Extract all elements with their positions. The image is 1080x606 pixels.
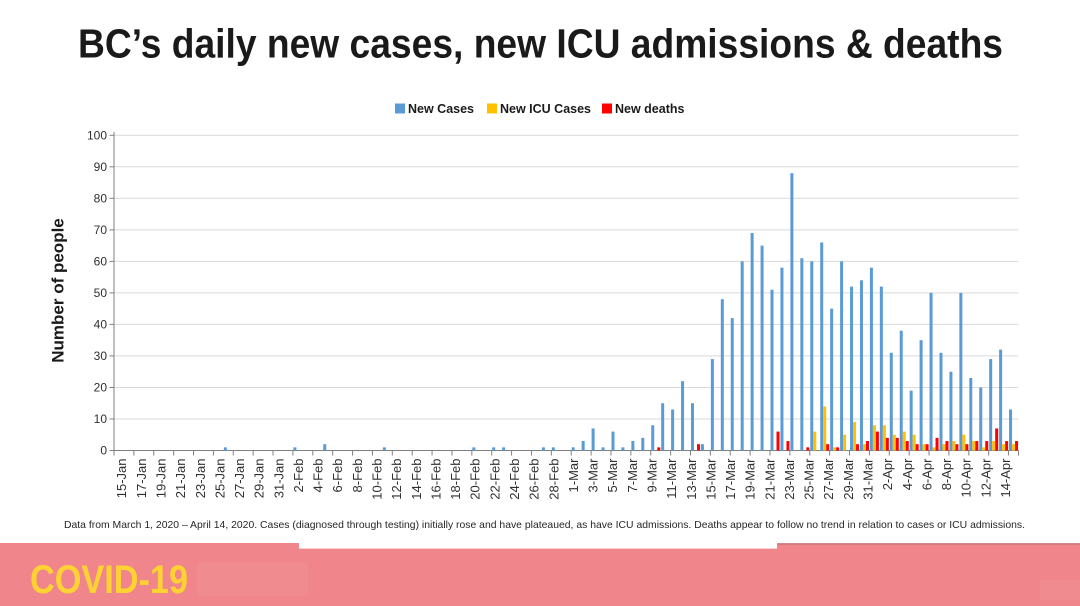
svg-text:8-Apr: 8-Apr — [939, 458, 954, 490]
svg-text:10-Feb: 10-Feb — [370, 459, 385, 500]
svg-text:6-Feb: 6-Feb — [330, 459, 345, 493]
svg-text:60: 60 — [94, 255, 108, 269]
svg-text:28-Feb: 28-Feb — [546, 459, 561, 500]
svg-text:100: 100 — [87, 129, 107, 143]
svg-text:13-Mar: 13-Mar — [684, 458, 699, 500]
svg-text:16-Feb: 16-Feb — [428, 459, 443, 500]
svg-text:BC’s daily new cases, new ICU: BC’s daily new cases, new ICU admissions… — [78, 21, 1003, 67]
svg-text:25-Mar: 25-Mar — [802, 458, 817, 500]
svg-text:19-Jan: 19-Jan — [153, 459, 168, 499]
svg-text:New ICU Cases: New ICU Cases — [500, 102, 591, 116]
svg-text:24-Feb: 24-Feb — [507, 459, 522, 500]
svg-text:Data from March 1, 2020 – Apri: Data from March 1, 2020 – April 14, 2020… — [64, 519, 1025, 531]
svg-text:6-Apr: 6-Apr — [919, 458, 934, 490]
svg-text:21-Mar: 21-Mar — [762, 458, 777, 500]
svg-text:20-Feb: 20-Feb — [468, 458, 483, 499]
svg-text:25-Jan: 25-Jan — [212, 459, 227, 499]
svg-text:17-Mar: 17-Mar — [723, 458, 738, 500]
svg-text:17-Jan: 17-Jan — [134, 459, 149, 499]
svg-text:5-Mar: 5-Mar — [605, 458, 620, 493]
svg-text:7-Mar: 7-Mar — [625, 458, 640, 493]
svg-text:11-Mar: 11-Mar — [664, 458, 679, 499]
svg-text:0: 0 — [100, 444, 107, 458]
svg-text:2-Feb: 2-Feb — [291, 459, 306, 493]
svg-text:8-Feb: 8-Feb — [350, 459, 365, 493]
svg-text:15-Jan: 15-Jan — [114, 459, 129, 499]
svg-text:12-Apr: 12-Apr — [978, 458, 993, 498]
svg-text:31-Mar: 31-Mar — [861, 458, 876, 500]
svg-text:New Cases: New Cases — [408, 102, 474, 116]
svg-text:15-Mar: 15-Mar — [703, 458, 718, 500]
svg-text:18-Feb: 18-Feb — [448, 459, 463, 500]
svg-text:23-Jan: 23-Jan — [193, 459, 208, 499]
svg-text:Number of people: Number of people — [48, 218, 67, 363]
svg-text:12-Feb: 12-Feb — [389, 459, 404, 500]
svg-text:30: 30 — [94, 349, 108, 363]
svg-text:14-Apr: 14-Apr — [998, 458, 1013, 498]
svg-text:31-Jan: 31-Jan — [271, 459, 286, 499]
svg-text:21-Jan: 21-Jan — [173, 459, 188, 499]
svg-text:10: 10 — [94, 412, 108, 426]
svg-text:New deaths: New deaths — [615, 102, 685, 116]
svg-text:29-Mar: 29-Mar — [841, 458, 856, 500]
svg-text:29-Jan: 29-Jan — [252, 459, 267, 499]
svg-text:14-Feb: 14-Feb — [409, 459, 424, 500]
svg-text:70: 70 — [94, 223, 108, 237]
svg-text:19-Mar: 19-Mar — [743, 458, 758, 500]
svg-text:26-Feb: 26-Feb — [527, 459, 542, 500]
svg-text:10-Apr: 10-Apr — [959, 458, 974, 498]
svg-text:COVID-19: COVID-19 — [30, 558, 188, 602]
svg-text:27-Jan: 27-Jan — [232, 459, 247, 499]
svg-text:22-Feb: 22-Feb — [487, 459, 502, 500]
svg-text:4-Feb: 4-Feb — [311, 459, 326, 493]
svg-text:9-Mar: 9-Mar — [644, 458, 659, 493]
svg-text:23-Mar: 23-Mar — [782, 458, 797, 500]
svg-text:1-Mar: 1-Mar — [566, 458, 581, 493]
svg-text:80: 80 — [94, 192, 108, 206]
svg-text:2-Apr: 2-Apr — [880, 458, 895, 490]
svg-text:20: 20 — [94, 381, 108, 395]
svg-text:50: 50 — [94, 286, 108, 300]
svg-text:40: 40 — [94, 318, 108, 332]
svg-text:4-Apr: 4-Apr — [900, 458, 915, 490]
svg-text:3-Mar: 3-Mar — [586, 458, 601, 493]
svg-text:90: 90 — [94, 160, 108, 174]
svg-text:27-Mar: 27-Mar — [821, 458, 836, 500]
